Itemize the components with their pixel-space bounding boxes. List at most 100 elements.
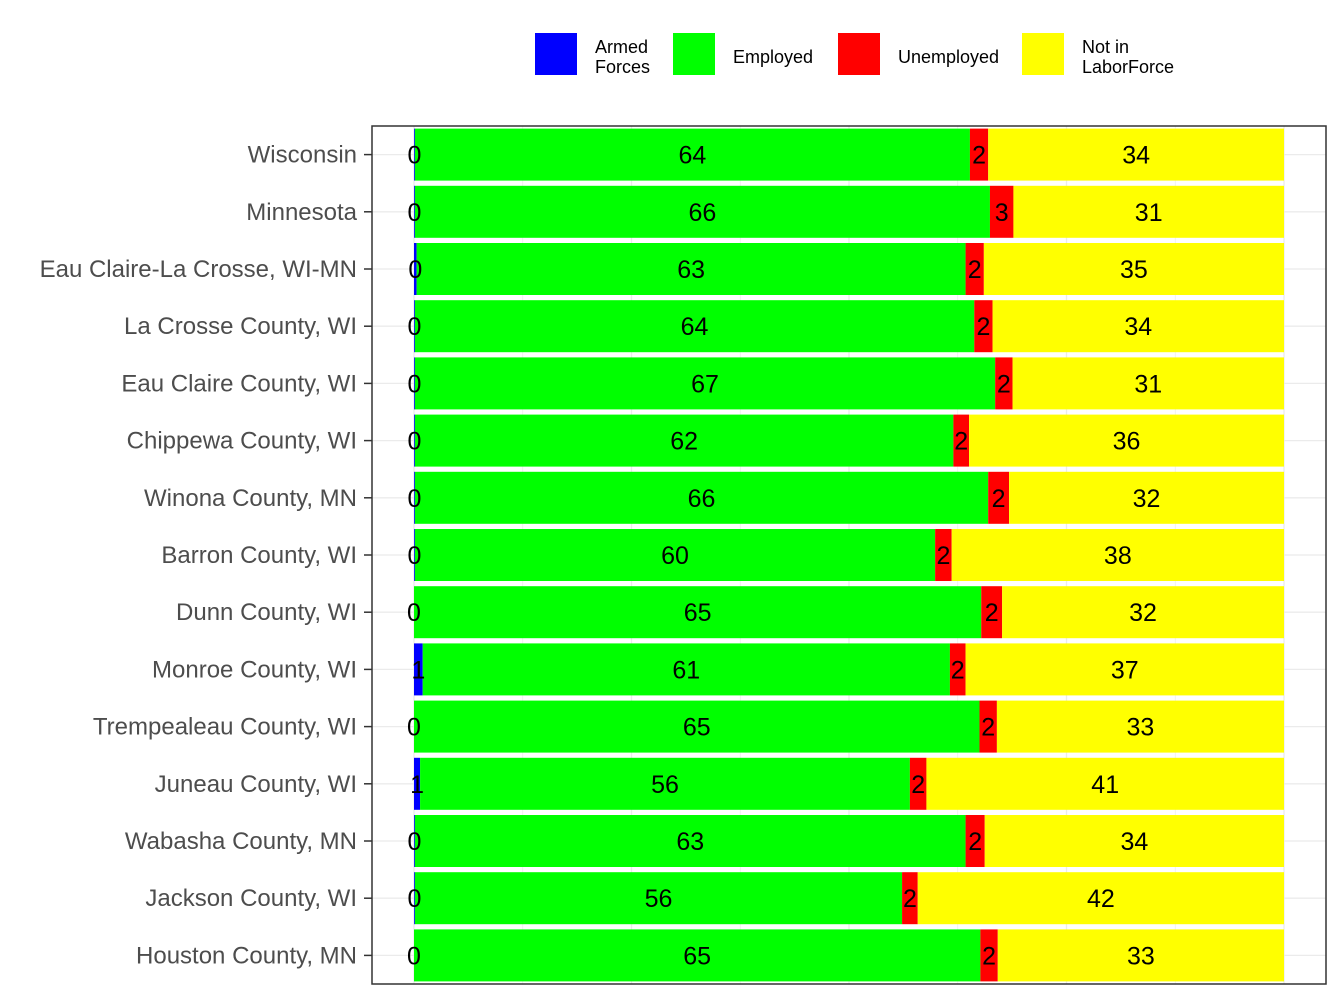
data-label-not-in-laborforce-chippewa-county-wi: 36 [1113,428,1141,456]
data-label-employed-wisconsin: 64 [678,142,706,170]
bar-unemployed-barron-county-wi [935,529,952,581]
bar-not-in-laborforce-eau-claire-county-wi [1012,357,1284,410]
data-label-armed-forces-dunn-county-wi: 0 [407,599,421,627]
bar-employed-houston-county-mn [414,929,981,982]
bar-armed-forces-chippewa-county-wi [414,414,415,467]
y-tick-label: Chippewa County, WI [127,428,357,455]
legend-label-not-in-laborforce: Not in LaborForce [1082,37,1174,77]
data-label-not-in-laborforce-la-crosse-county-wi: 34 [1124,313,1152,341]
bar-employed-wisconsin [414,128,970,181]
bar-unemployed-eau-claire-la-crosse-wi-mn [965,243,984,295]
data-label-employed-dunn-county-wi: 65 [684,599,712,627]
bar-not-in-laborforce-dunn-county-wi [1002,586,1284,639]
data-label-unemployed-barron-county-wi: 2 [936,542,950,570]
bar-armed-forces-la-crosse-county-wi [414,300,415,353]
data-label-employed-winona-county-mn: 66 [688,485,716,513]
bar-not-in-laborforce-winona-county-mn [1009,471,1284,524]
data-label-not-in-laborforce-barron-county-wi: 38 [1104,542,1132,570]
data-label-not-in-laborforce-houston-county-mn: 33 [1127,942,1155,970]
bar-armed-forces-eau-claire-county-wi [414,357,415,410]
panel-border [371,125,1327,985]
data-labels: 0 64 2 340 66 3 310 63 2 350 64 2 340 67 2 310 62 2 360 66 2… [407,142,1163,971]
bar-unemployed-houston-county-mn [980,929,998,982]
data-label-unemployed-juneau-county-wi: 2 [911,771,925,799]
bar-unemployed-minnesota [989,185,1014,238]
bar-armed-forces-wisconsin [414,128,415,181]
data-label-unemployed-minnesota: 3 [995,199,1009,227]
data-label-employed-eau-claire-county-wi: 67 [691,370,719,398]
plot-area: 0 64 2 340 66 3 310 63 2 350 64 2 340 67 2 310 62 2 360 66 2… [372,126,1326,984]
bar-unemployed-wabasha-county-mn [965,815,985,867]
data-label-unemployed-houston-county-mn: 2 [982,942,996,970]
data-label-armed-forces-houston-county-mn: 0 [407,942,421,970]
bar-armed-forces-barron-county-wi [414,529,415,581]
data-label-armed-forces-chippewa-county-wi: 0 [407,428,421,456]
bar-employed-chippewa-county-wi [414,414,954,467]
legend-key-armed-forces [535,33,577,75]
y-tick-label: Juneau County, WI [155,771,357,798]
data-label-not-in-laborforce-wisconsin: 34 [1122,142,1150,170]
bar-employed-la-crosse-county-wi [414,300,975,353]
data-label-employed-eau-claire-la-crosse-wi-mn: 63 [677,256,705,284]
data-label-armed-forces-trempealeau-county-wi: 0 [407,714,421,742]
y-axis: Wisconsin Minnesota Eau Claire-La Crosse, … [40,142,372,969]
bar-unemployed-winona-county-mn [988,471,1010,524]
bar-armed-forces-eau-claire-la-crosse-wi-mn [414,243,417,295]
bar-employed-winona-county-mn [414,471,989,524]
data-label-unemployed-wisconsin: 2 [972,142,986,170]
data-label-not-in-laborforce-eau-claire-la-crosse-wi-mn: 35 [1120,256,1148,284]
y-tick-label: Minnesota [246,199,357,226]
bar-employed-trempealeau-county-wi [414,700,980,753]
y-tick-label: Jackson County, WI [145,885,357,912]
bar-not-in-laborforce-monroe-county-wi [965,643,1284,696]
bar-armed-forces-minnesota [414,185,415,238]
data-label-employed-wabasha-county-mn: 63 [676,828,704,856]
data-label-not-in-laborforce-minnesota: 31 [1135,199,1163,227]
data-label-employed-jackson-county-wi: 56 [645,885,673,913]
legend-key-not-in-laborforce [1022,33,1064,75]
bar-not-in-laborforce-jackson-county-wi [917,872,1284,925]
data-label-unemployed-dunn-county-wi: 2 [985,599,999,627]
data-label-armed-forces-juneau-county-wi: 1 [410,771,424,799]
bar-not-in-laborforce-la-crosse-county-wi [992,300,1284,353]
bar-not-in-laborforce-juneau-county-wi [926,757,1284,810]
y-tick-label: Eau Claire County, WI [121,370,357,397]
bar-unemployed-wisconsin [969,128,989,181]
bar-unemployed-chippewa-county-wi [953,414,970,467]
bar-unemployed-juneau-county-wi [909,757,927,810]
bar-armed-forces-monroe-county-wi [414,643,423,696]
bar-employed-dunn-county-wi [414,586,982,639]
bar-not-in-laborforce-houston-county-mn [997,929,1284,982]
bars [414,128,1284,982]
bar-unemployed-eau-claire-county-wi [995,357,1013,410]
data-label-unemployed-monroe-county-wi: 2 [951,656,965,684]
bar-not-in-laborforce-wabasha-county-mn [984,815,1284,867]
bar-unemployed-dunn-county-wi [981,586,1003,639]
bar-not-in-laborforce-barron-county-wi [951,529,1284,581]
y-tick-label: Barron County, WI [161,542,357,569]
data-label-armed-forces-winona-county-mn: 0 [407,485,421,513]
bar-employed-wabasha-county-mn [414,815,966,867]
legend-label-unemployed: Unemployed [898,47,999,67]
bar-employed-jackson-county-wi [414,872,903,925]
y-tick-label: Wisconsin [248,142,357,169]
data-label-employed-chippewa-county-wi: 62 [670,428,698,456]
y-tick-label: Winona County, MN [144,485,357,512]
bar-employed-minnesota [414,185,990,238]
data-label-not-in-laborforce-eau-claire-county-wi: 31 [1134,370,1162,398]
bar-unemployed-trempealeau-county-wi [979,700,997,753]
bar-not-in-laborforce-eau-claire-la-crosse-wi-mn [983,243,1284,295]
data-label-armed-forces-minnesota: 0 [407,199,421,227]
data-label-employed-trempealeau-county-wi: 65 [683,714,711,742]
data-label-armed-forces-monroe-county-wi: 1 [411,656,425,684]
legend-key-unemployed [838,33,880,75]
y-tick-label: Monroe County, WI [152,656,357,683]
bar-armed-forces-wabasha-county-mn [414,815,415,867]
y-tick-label: Houston County, MN [136,942,357,969]
data-label-unemployed-trempealeau-county-wi: 2 [981,714,995,742]
data-label-armed-forces-eau-claire-la-crosse-wi-mn: 0 [408,256,422,284]
data-label-armed-forces-la-crosse-county-wi: 0 [407,313,421,341]
data-label-armed-forces-wisconsin: 0 [407,142,421,170]
y-tick-label: Wabasha County, MN [125,828,357,855]
data-label-not-in-laborforce-monroe-county-wi: 37 [1111,656,1139,684]
